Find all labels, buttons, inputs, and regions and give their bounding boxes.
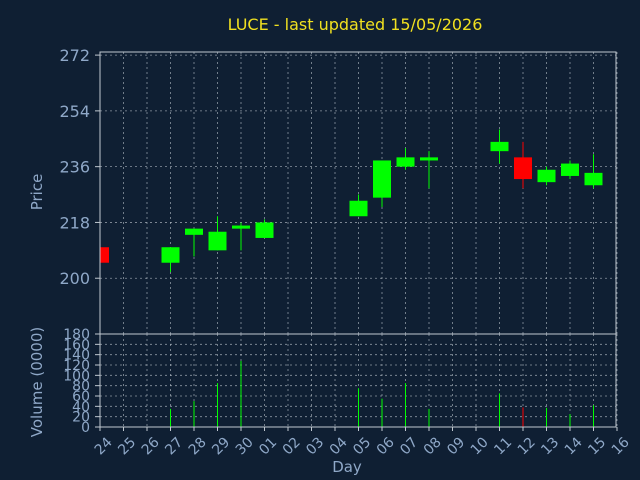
candle — [373, 160, 391, 207]
candle — [208, 216, 227, 251]
candle — [490, 129, 509, 164]
candle — [396, 148, 415, 170]
candle-body — [420, 157, 438, 161]
candle-body — [396, 157, 415, 167]
candle — [255, 219, 274, 238]
candle-body — [490, 141, 509, 152]
volume-tick-label: 60 — [72, 389, 90, 405]
candle — [161, 247, 180, 273]
volume-tick-label: 160 — [63, 337, 90, 353]
volume-grid — [100, 333, 618, 428]
volume-tick-label: 0 — [81, 420, 90, 436]
candle — [185, 228, 203, 257]
price-tick-label: 218 — [59, 213, 90, 232]
candle-body — [537, 169, 556, 183]
candle — [99, 247, 109, 263]
volume-tick-label: 120 — [63, 358, 90, 374]
price-tick-label: 200 — [59, 269, 90, 288]
volume-tick-label: 100 — [63, 368, 90, 384]
candle — [561, 160, 579, 180]
volume-bars — [170, 360, 594, 427]
candle-body — [208, 231, 227, 251]
candle-body — [100, 247, 109, 263]
candle — [420, 151, 438, 189]
candles — [99, 129, 603, 273]
volume-axis-label: Volume (0000) — [28, 327, 46, 437]
candle-body — [373, 160, 391, 198]
candle-body — [161, 247, 180, 263]
candle — [349, 194, 368, 217]
volume-tick-label: 140 — [63, 348, 90, 364]
price-tick-label: 272 — [59, 46, 90, 65]
volume-tick-label: 20 — [72, 410, 90, 426]
candle-body — [232, 225, 250, 229]
candle-body — [255, 222, 274, 238]
candle — [584, 154, 603, 189]
candle-body — [561, 163, 579, 176]
candle — [232, 222, 250, 251]
price-grid — [100, 52, 618, 334]
chart-title: LUCE - last updated 15/05/2026 — [228, 15, 483, 34]
candle-body — [584, 172, 603, 186]
volume-tick-label: 40 — [72, 399, 90, 415]
price-ticks: 200 218 236 254 272 — [59, 46, 100, 288]
candle — [514, 141, 532, 189]
price-axis-label: Price — [28, 174, 46, 211]
volume-tick-label: 180 — [63, 327, 90, 343]
candle — [537, 166, 556, 186]
price-tick-label: 236 — [59, 158, 90, 177]
candle-body — [185, 228, 203, 235]
candle-body — [514, 157, 532, 180]
candle-body — [349, 200, 368, 217]
price-tick-label: 254 — [59, 102, 90, 121]
volume-tick-label: 80 — [72, 379, 90, 395]
x-axis-label: Day — [332, 458, 362, 476]
